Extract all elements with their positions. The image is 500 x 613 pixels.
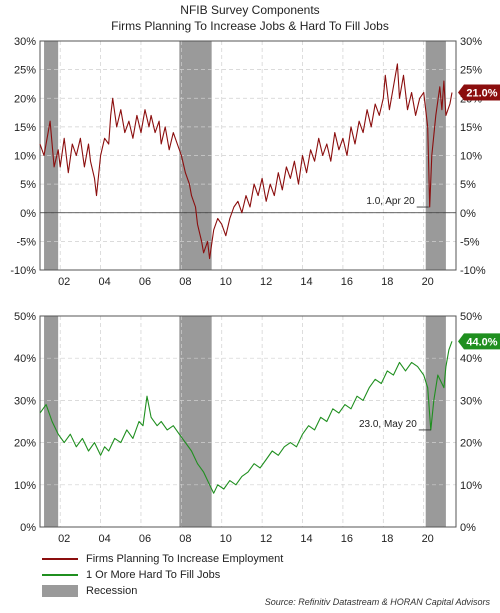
y-tick-label-right: -10% [460,265,486,277]
y-tick-label-left: 30% [14,395,36,407]
y-tick-label-right: 20% [460,438,482,450]
series-line [39,63,453,260]
y-tick-label-left: 15% [14,122,36,134]
y-tick-label-right: 10% [460,480,482,492]
x-tick-label: 08 [179,276,191,288]
x-tick-label: 06 [139,533,151,545]
y-tick-label-left: 20% [14,93,36,105]
y-tick-label-right: 0% [460,208,476,220]
x-tick-label: 08 [179,533,191,545]
x-tick-label: 12 [260,533,272,545]
y-tick-label-left: 5% [20,179,36,191]
y-tick-label-left: 10% [14,480,36,492]
x-tick-label: 14 [300,533,312,545]
end-value-badge [458,333,500,350]
y-tick-label-right: 5% [460,179,476,191]
legend-label-series2: 1 Or More Hard To Fill Jobs [86,569,221,581]
x-tick-label: 02 [58,276,70,288]
x-tick-label: 14 [300,276,312,288]
x-tick-label: 12 [260,276,272,288]
panel-2: 50% 50% 40% 40% 30% 30% 20% 20% 10% 10% 0% 0% 02 04 06… [14,311,500,545]
legend-swatch-series1 [42,558,78,560]
y-tick-label-left: 30% [14,36,36,48]
end-value-badge [458,84,500,101]
y-tick-label-left: 10% [14,151,36,163]
x-tick-label: 06 [139,276,151,288]
series-line [39,341,453,494]
legend-label-recession: Recession [86,585,138,597]
y-tick-label-right: 50% [460,311,482,323]
plot-frame [39,40,457,271]
recession-band [44,316,59,527]
y-tick-label-left: 0% [20,522,36,534]
x-tick-label: 10 [220,533,232,545]
y-tick-label-left: 20% [14,438,36,450]
source-note: Source: Refinitiv Datastream & HORAN Cap… [264,597,490,607]
y-tick-label-right: 25% [460,65,482,77]
y-tick-label-left: 25% [14,65,36,77]
y-tick-label-right: 10% [460,151,482,163]
end-value-label: 21.0% [466,88,497,100]
y-tick-label-left: -10% [10,265,36,277]
y-tick-label-right: 0% [460,522,476,534]
chart-subtitle: Firms Planning To Increase Jobs & Hard T… [111,19,389,33]
y-tick-label-left: 40% [14,353,36,365]
y-tick-label-left: 0% [20,208,36,220]
x-tick-label: 16 [341,276,353,288]
y-tick-label-right: 30% [460,36,482,48]
x-tick-label: 18 [381,276,393,288]
x-tick-label: 04 [98,276,110,288]
x-tick-label: 04 [98,533,110,545]
chart-title: NFIB Survey Components [180,3,320,17]
plot-frame [39,315,457,528]
panel-1: 30%30%25%25%20%20%15%15%10%10%5%5%0%0%-5… [10,36,500,288]
y-tick-label-right: 40% [460,353,482,365]
x-tick-label: 18 [381,533,393,545]
recession-band [425,316,446,527]
legend-swatch-recession [42,585,78,597]
y-tick-label-right: 30% [460,395,482,407]
x-tick-label: 20 [422,276,434,288]
x-tick-label: 10 [220,276,232,288]
x-tick-label: 16 [341,533,353,545]
legend-label-series1: Firms Planning To Increase Employment [86,553,284,565]
x-tick-label: 02 [58,533,70,545]
y-tick-label-right: -5% [460,236,480,248]
recession-band [179,316,212,527]
annotation-label: 1.0, Apr 20 [366,196,415,207]
x-tick-label: 20 [422,533,434,545]
end-value-label: 44.0% [466,336,497,348]
legend-swatch-series2 [42,574,78,576]
y-tick-label-left: -5% [16,236,36,248]
y-tick-label-right: 15% [460,122,482,134]
y-tick-label-left: 50% [14,311,36,323]
annotation-label: 23.0, May 20 [359,419,417,430]
